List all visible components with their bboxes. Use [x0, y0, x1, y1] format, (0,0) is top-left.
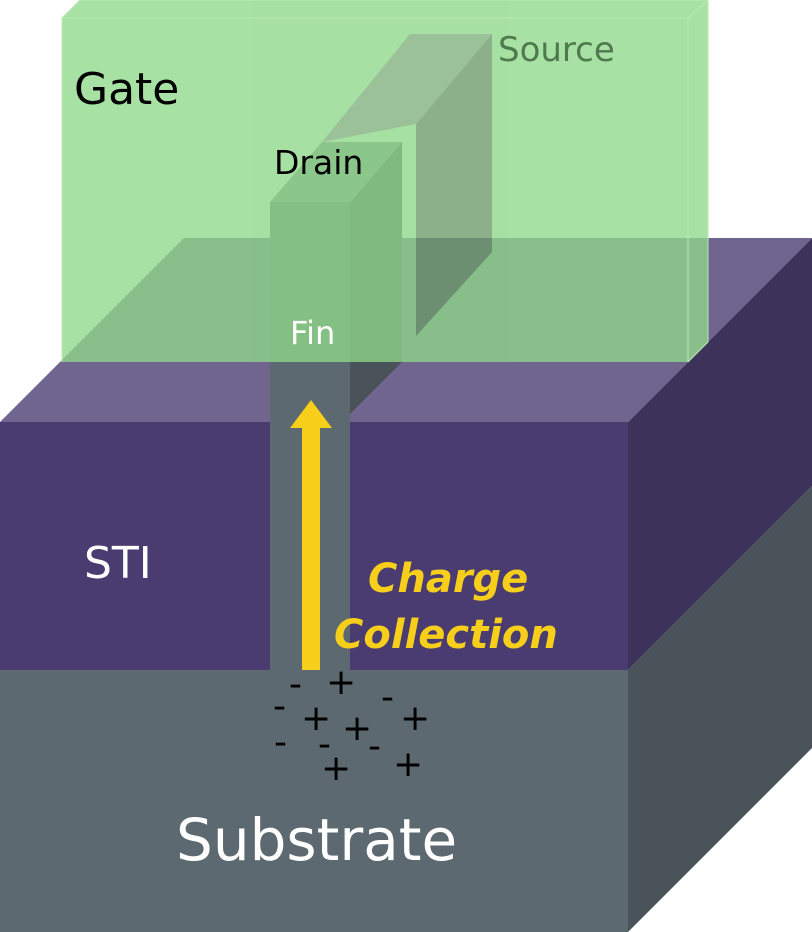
sti-side-face [628, 238, 812, 670]
gate-label: Gate [74, 64, 179, 115]
charge-symbol: - [318, 724, 331, 765]
charge-symbol: + [326, 662, 356, 703]
gate-source-extension-side [416, 34, 492, 336]
drain-label: Drain [274, 143, 363, 182]
charge-symbol: - [381, 677, 394, 718]
fin-label: Fin [290, 314, 335, 352]
charge-symbol: + [400, 698, 430, 739]
charge-symbol: + [342, 708, 372, 749]
gate-structure [62, 0, 708, 362]
charge-collection-label-line2: Collection [334, 612, 558, 658]
charge-symbol: - [289, 664, 302, 705]
charge-collection-label-line1: Charge [368, 556, 528, 602]
charge-arrow-shaft [302, 426, 320, 670]
charge-symbol: + [301, 698, 331, 739]
substrate-side-face [628, 486, 812, 932]
charge-symbol: + [321, 748, 351, 789]
sti-front-face-right [350, 422, 628, 670]
charge-symbol: - [273, 686, 286, 727]
charge-symbol: - [274, 722, 287, 763]
gate-outline [61, 0, 709, 363]
substrate-front-face [0, 670, 628, 932]
gate-corner-edge [687, 0, 709, 19]
source-label: Source [498, 30, 615, 70]
gate-main-face [62, 0, 708, 362]
sti-label: STI [84, 538, 152, 589]
gate-source-extension-top [322, 34, 492, 142]
sti-front-face-left [0, 422, 270, 670]
charge-symbol: + [393, 744, 423, 785]
charge-arrow-head [290, 400, 332, 428]
charge-symbol: - [368, 726, 381, 767]
substrate-label: Substrate [176, 806, 457, 874]
charge-carriers: - + - - + + + - - - + + [273, 662, 430, 789]
